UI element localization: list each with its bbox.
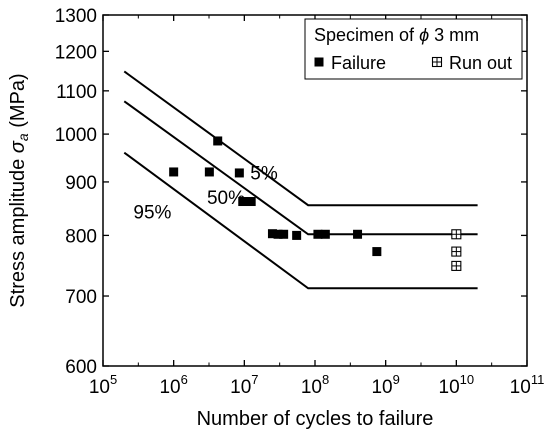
x-tick-base: 10 xyxy=(439,377,460,398)
legend-label-failure: Failure xyxy=(331,53,386,73)
x-tick-base: 10 xyxy=(89,377,110,398)
legend-box xyxy=(304,18,523,80)
legend-label-run-out: Run out xyxy=(449,53,512,73)
x-tick-exponent: 11 xyxy=(531,372,545,387)
curve-label-95pct: 95% xyxy=(133,203,171,224)
x-tick-exponent: 5 xyxy=(110,372,117,387)
failure-point xyxy=(353,229,363,239)
curve-annotations: 5%50% 95% xyxy=(133,163,277,223)
x-tick-labels: 105 106 107 108 109 1010 1011 xyxy=(89,372,545,398)
y-tick-label: 1200 xyxy=(55,42,97,63)
y-axis-title-subscript: a xyxy=(15,133,31,141)
y-tick-labels: 600 700 800 900 1000 1100 1200 1300 xyxy=(55,6,97,378)
x-tick-exponent: 10 xyxy=(460,372,474,387)
failure-point xyxy=(292,230,302,240)
y-tick-label: 700 xyxy=(65,287,97,308)
failure-point xyxy=(313,229,323,239)
x-tick-exponent: 6 xyxy=(181,372,188,387)
y-tick-label: 1000 xyxy=(55,125,97,146)
failure-point xyxy=(320,229,330,239)
x-tick-label: 109 xyxy=(371,372,399,398)
failure-point xyxy=(238,197,248,207)
y-axis-title-text: Stress amplitude xyxy=(7,159,29,308)
failure-point xyxy=(372,247,382,257)
x-tick-base: 10 xyxy=(230,377,251,398)
failure-point xyxy=(246,197,256,207)
legend-title-prefix: Specimen of xyxy=(314,25,419,45)
failure-point xyxy=(273,229,283,239)
failure-point xyxy=(169,167,179,177)
failure-point xyxy=(267,229,277,239)
x-tick-label: 105 xyxy=(89,372,117,398)
x-axis-title: Number of cycles to failure xyxy=(197,408,434,430)
legend-entries: Failure Run out xyxy=(314,53,512,73)
probability-curves xyxy=(123,70,478,290)
x-tick-label: 1011 xyxy=(510,372,545,398)
y-axis-title-unit: (MPa) xyxy=(7,73,29,127)
x-tick-label: 106 xyxy=(159,372,187,398)
y-tick-label: 1300 xyxy=(55,6,97,27)
curve-50pct xyxy=(123,100,478,236)
failure-point xyxy=(279,229,289,239)
curve-label-5pct: 5% xyxy=(250,163,278,184)
y-tick-label: 600 xyxy=(65,357,97,378)
legend-title-suffix: 3 mm xyxy=(429,25,479,45)
plot-frame xyxy=(102,14,528,367)
x-tick-exponent: 7 xyxy=(251,372,258,387)
legend-title: Specimen of ϕ 3 mm xyxy=(314,25,479,45)
x-tick-label: 1010 xyxy=(439,372,475,398)
run-out-point xyxy=(451,229,462,240)
failure-point xyxy=(204,167,214,177)
x-tick-label: 108 xyxy=(301,372,329,398)
x-tick-label: 107 xyxy=(230,372,258,398)
curve-5pct xyxy=(123,70,478,207)
x-tick-exponent: 8 xyxy=(322,372,329,387)
y-tick-label: 800 xyxy=(65,226,97,247)
x-tick-base: 10 xyxy=(159,377,180,398)
x-tick-base: 10 xyxy=(301,377,322,398)
failure-point xyxy=(213,136,223,146)
legend: Specimen of ϕ 3 mm Failure Run out xyxy=(304,18,523,80)
y-tick-label: 1100 xyxy=(56,82,97,103)
run-out-point xyxy=(451,246,462,257)
failure-point xyxy=(234,168,244,178)
legend-title-symbol: ϕ xyxy=(419,25,429,45)
curve-95pct xyxy=(123,151,478,290)
x-tick-exponent: 9 xyxy=(393,372,400,387)
curve-label-50pct: 50% xyxy=(207,188,245,209)
legend-marker-run-out xyxy=(431,56,443,68)
data-points xyxy=(169,136,462,271)
x-tick-base: 10 xyxy=(371,377,392,398)
run-out-point xyxy=(451,260,462,271)
y-axis-title-symbol: σ xyxy=(7,140,29,153)
x-tick-base: 10 xyxy=(510,377,531,398)
y-axis-title: Stress amplitude σa (MPa) xyxy=(7,73,31,307)
y-tick-label: 900 xyxy=(65,173,97,194)
legend-marker-failure xyxy=(314,57,324,67)
